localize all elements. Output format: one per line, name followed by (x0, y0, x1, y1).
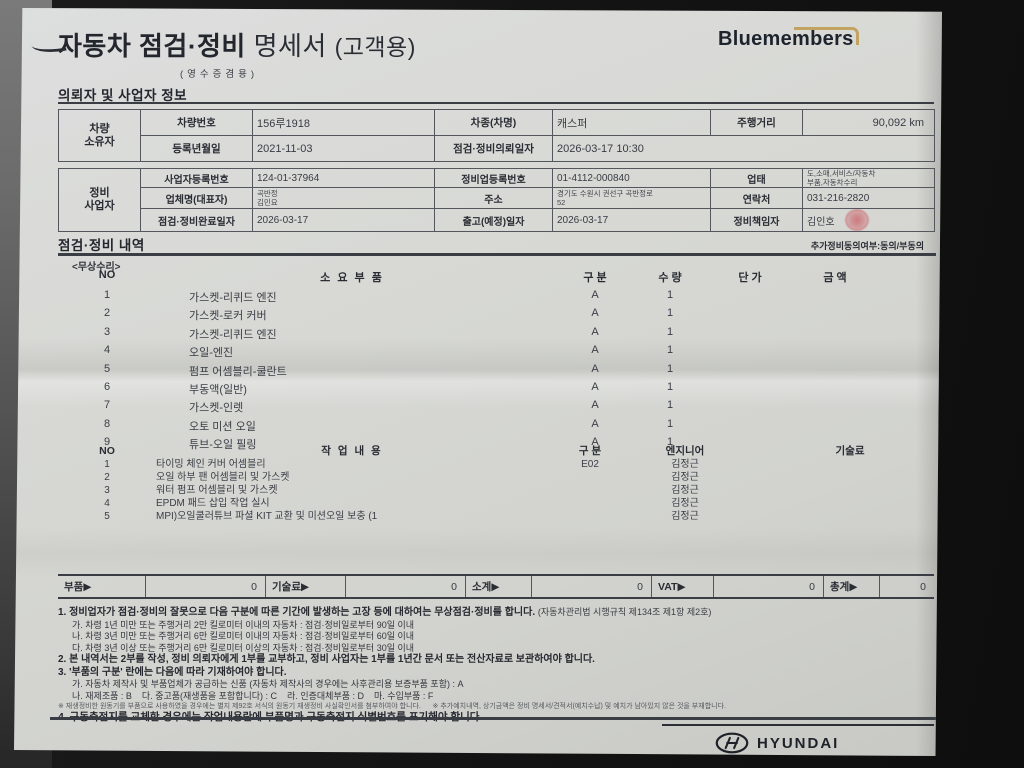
hyundai-logo: HYUNDAI (714, 732, 839, 754)
grand-total-label: 총계▶ (824, 576, 880, 597)
label-phone: 연락처 (710, 187, 803, 209)
value-chief-mechanic: 김인호 (802, 208, 935, 232)
works-row: 4 EPDM 패드 삽입 작업 실시 김정근 (104, 498, 699, 509)
parts-row: 1 가스켓-리퀴드 엔진 A 1 (103, 289, 674, 304)
parts-row: 7 가스켓-인렛 A 1 (103, 399, 674, 415)
title-paren: (고객용) (334, 34, 416, 60)
value-request-date: 2026-03-17 10:30 (552, 135, 935, 162)
parts-row: 4 오일-엔진 A 1 (103, 344, 674, 360)
label-complete-date: 점검·정비완료일자 (140, 208, 253, 232)
details-section-heading: 점검·정비 내역 (58, 238, 145, 253)
free-repair-label: <무상수리> (72, 262, 121, 273)
grand-total-value: 0 (920, 580, 926, 593)
label-model: 차종(차명) (434, 109, 553, 136)
works-list: NO 작 업 내 용 구 분 엔지니어 기술료 1 타이밍 체인 커버 어셈블리 E… (72, 445, 942, 523)
works-header-row: NO 작 업 내 용 구 분 엔지니어 기술료 (99, 445, 865, 457)
owner-group-label: 차량 소유자 (58, 109, 141, 162)
works-row: 1 타이밍 체인 커버 어셈블리 E02 김정근 (104, 459, 699, 470)
note-1c: 다. 차령 3년 이상 또는 주행거리 6만 킬로미터 이상의 자동차 : 점검… (72, 642, 415, 653)
note-1: 1. 정비업자가 점검·정비의 잘못으로 다음 구분에 따른 기간에 발생하는 … (58, 607, 712, 618)
red-stamp-seal (844, 209, 869, 231)
parts-row: 3 가스켓-리퀴드 엔진 A 1 (103, 325, 674, 341)
label-biz-reg-no: 사업자등록번호 (140, 168, 253, 188)
label-chief-mechanic: 정비책임자 (710, 208, 803, 232)
subtotal-label: 소계▶ (466, 576, 532, 597)
bluemembers-logo: Bluemembers (718, 27, 859, 51)
hyundai-wordmark: HYUNDAI (757, 734, 840, 752)
note-1a: 가. 차령 1년 미만 또는 주행거리 2만 킬로미터 이내의 자동차 : 점검… (72, 619, 415, 630)
value-shop-reg-no: 01-4112-000840 (552, 168, 711, 188)
total-parts-label: 부품▶ (58, 576, 146, 597)
value-mileage: 90,092 km (802, 109, 935, 136)
bluemembers-gold-mark (793, 27, 859, 45)
parts-row: 5 펌프 어셈블리-쿨란트 A 1 (103, 362, 674, 378)
note-3: 3. '부품의 구분' 란에는 다음에 따라 기재하여야 합니다. (58, 666, 287, 678)
label-plate-no: 차량번호 (140, 109, 253, 136)
totals-bar: 부품▶ 0 기술료▶ 0 소계▶ 0 VAT▶ 0 총계▶ 0 (58, 574, 934, 599)
value-biz-reg-no: 124-01-37964 (252, 168, 435, 188)
value-phone: 031-216-2820 (802, 187, 935, 209)
label-mileage: 주행거리 (710, 109, 803, 136)
info-section-heading: 의뢰자 및 사업자 정보 (58, 88, 188, 103)
business-group-label: 정비 사업자 (58, 168, 141, 232)
value-model: 캐스퍼 (552, 109, 711, 136)
parts-list: NO 소 요 부 품 구 분 수 량 단 가 금 액 1 가스켓-리퀴드 엔진 A 1… (72, 269, 942, 455)
total-labor-label: 기술료▶ (266, 576, 346, 597)
parts-row: 9 튜브-오일 필링 A 1 (103, 436, 674, 452)
note-3c: ※ 재생정비한 원동기를 부품으로 사용하였을 경우에는 별지 제92호 서식의… (58, 703, 726, 710)
paper-crease (14, 528, 942, 578)
label-address: 주소 (434, 187, 553, 209)
hyundai-emblem-icon (715, 732, 749, 754)
note-1b: 나. 차령 3년 미만 또는 주행거리 6만 킬로미터 이내의 자동차 : 점검… (72, 631, 415, 641)
subtotal-value: 0 (532, 576, 652, 597)
total-parts-value: 0 (146, 576, 266, 597)
note-3b: 나. 재제조품 : B 다. 중고품(재생품을 포함합니다) : C 라. 인증… (72, 690, 434, 701)
note-3a: 가. 자동차 제작사 및 부품업체가 공급하는 신품 (자동차 제작사의 경우에… (72, 679, 464, 689)
document-title: 자동차 점검·정비 명세서 (고객용) (31, 26, 416, 63)
title-regular: 명세서 (253, 31, 327, 61)
vat-value: 0 (714, 576, 824, 597)
notes-underline (50, 717, 936, 720)
parts-row: 6 부동액(일반) A 1 (103, 380, 674, 396)
document-subtitle: (영수증겸용) (180, 69, 259, 80)
vehicle-owner-table: 차량 소유자 차량번호 156루1918 차종(차명) 캐스퍼 주행거리 90,… (58, 109, 935, 162)
value-biz-type: 도,소매,서비스/자동차 부품,자동차수리 (802, 168, 935, 188)
value-complete-date: 2026-03-17 (252, 208, 435, 232)
additional-repair-consent-note: 추가정비동의여부:동의/부동의 (810, 241, 924, 251)
label-release-date: 출고(예정)일자 (434, 208, 553, 232)
footer-rule (662, 724, 934, 726)
legal-notes: 1. 정비업자가 점검·정비의 잘못으로 다음 구분에 따른 기간에 발생하는 … (58, 606, 936, 724)
title-bold: 자동차 점검·정비 (58, 31, 246, 61)
note-2: 2. 본 내역서는 2부를 작성, 정비 의뢰자에게 1부를 교부하고, 정비 … (58, 654, 595, 665)
section-rule (58, 102, 934, 104)
works-row: 3 워터 펌프 어셈블리 및 가스켓 김정근 (104, 485, 699, 496)
works-row: 5 MPI)오일쿨러튜브 파셜 KIT 교환 및 미션오일 보충 (1 김정근 (104, 511, 699, 522)
total-labor-value: 0 (346, 576, 466, 597)
value-reg-date: 2021-11-03 (252, 135, 435, 162)
parts-row: 8 오토 미션 오일 A 1 (103, 417, 674, 433)
label-shop-reg-no: 정비업등록번호 (434, 168, 553, 188)
label-biz-type: 업태 (710, 168, 803, 188)
invoice-paper: 자동차 점검·정비 명세서 (고객용) (영수증겸용) Bluemembers … (14, 8, 942, 756)
value-address: 경기도 수원시 권선구 곡반정로 52 (552, 187, 711, 209)
label-request-date: 점검·정비의뢰일자 (434, 135, 553, 162)
label-reg-date: 등록년월일 (140, 135, 253, 162)
vat-label: VAT▶ (652, 576, 714, 597)
label-shop-name: 업체명(대표자) (140, 187, 253, 209)
parts-header-row: NO 소 요 부 품 구 분 수 량 단 가 금 액 (98, 269, 847, 284)
works-row: 2 오일 하부 팬 어셈블리 및 가스켓 김정근 (104, 472, 699, 483)
value-plate-no: 156루1918 (252, 109, 435, 136)
section-rule (58, 253, 936, 256)
parts-row: 2 가스켓-로커 커버 A 1 (103, 307, 674, 323)
service-business-table: 정비 사업자 사업자등록번호 124-01-37964 정비업등록번호 01-4… (58, 168, 935, 232)
value-shop-name: 곡반정 김민요 (252, 187, 435, 209)
value-release-date: 2026-03-17 (552, 208, 711, 232)
